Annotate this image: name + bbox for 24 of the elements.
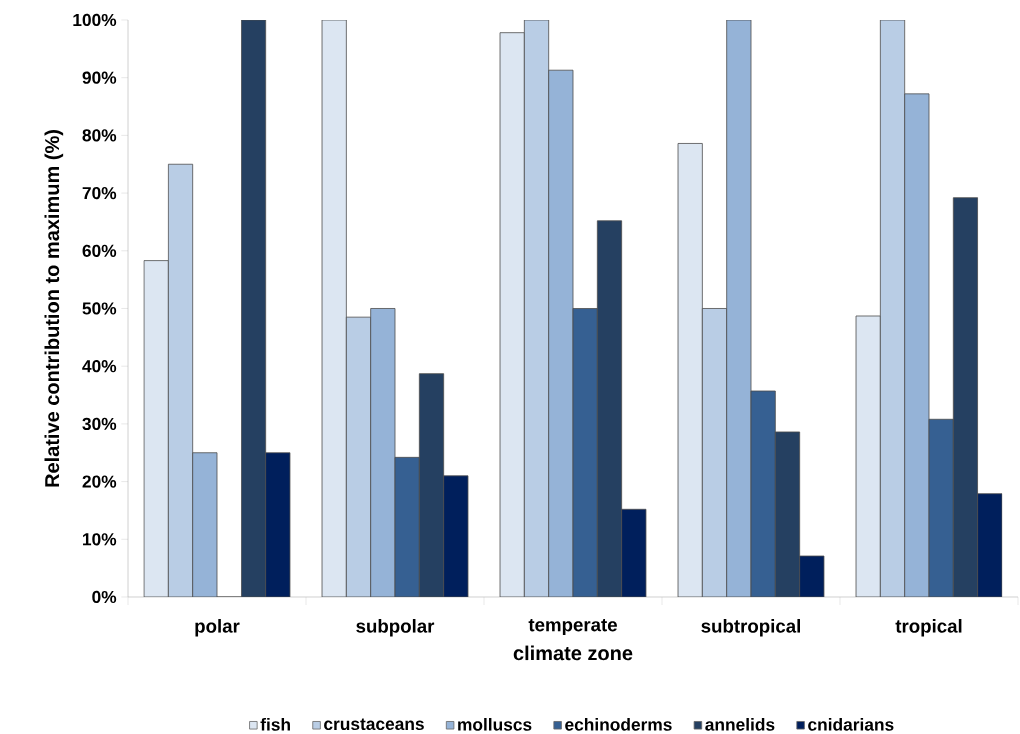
legend-label: molluscs	[458, 717, 532, 731]
legend-label: fish	[260, 717, 290, 731]
y-tick-label: 60%	[82, 244, 117, 257]
legend-label: cnidarians	[808, 717, 894, 731]
y-tick-label: 0%	[92, 590, 117, 604]
y-tick-label: 20%	[82, 475, 117, 488]
y-tick-label: 40%	[82, 360, 117, 373]
legend-label: crustaceans	[324, 718, 424, 731]
y-tick-label: 80%	[82, 129, 117, 142]
legend-label: echinoderms	[565, 717, 672, 731]
x-tick-label: subpolar	[356, 619, 435, 637]
legend-label: annelids	[705, 717, 775, 731]
x-axis-title: climate zone	[513, 645, 633, 661]
y-tick-label: 30%	[82, 417, 117, 431]
y-tick-label: 50%	[82, 302, 117, 315]
x-tick-label: polar	[195, 619, 240, 637]
y-tick-label: 10%	[83, 533, 117, 546]
x-tick-label: temperate	[528, 619, 617, 636]
y-tick-label: 90%	[82, 71, 117, 84]
y-tick-label: 70%	[82, 186, 117, 200]
x-tick-label: tropical	[895, 619, 962, 637]
x-tick-label: subtropical	[701, 619, 800, 637]
y-axis-title: Relative contribution to maximum (%)	[44, 130, 64, 487]
y-tick-label: 100%	[73, 13, 117, 27]
